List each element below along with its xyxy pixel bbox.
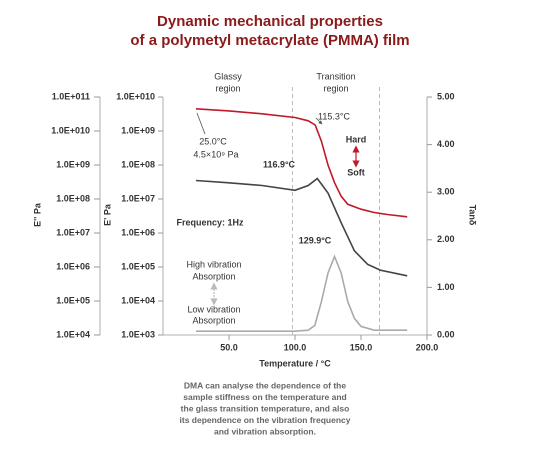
caption: and vibration absorption. — [214, 426, 316, 436]
y2-tick-label: 1.0E+07 — [121, 193, 155, 203]
y2-axis-label: E' Pa — [102, 203, 112, 226]
y2-tick-label: 1.0E+08 — [121, 159, 155, 169]
annotation: 4.5×10⁹ Pa — [193, 149, 238, 159]
y-tick-label: 1.0E+08 — [56, 193, 90, 203]
y3-axis-label: Tanδ — [468, 205, 478, 226]
y3-tick-label: 1.00 — [437, 282, 455, 292]
y-tick-label: 1.0E+07 — [56, 227, 90, 237]
y-tick-label: 1.0E+04 — [56, 329, 90, 339]
annotation: 115.3°C — [318, 111, 350, 121]
pointer — [196, 112, 206, 135]
annotation: region — [323, 83, 348, 93]
annotation: Hard — [346, 134, 367, 144]
x-tick-label: 100.0 — [284, 342, 307, 352]
y-tick-label: 1.0E+06 — [56, 261, 90, 271]
series-line — [196, 254, 408, 332]
annotation: Absorption — [192, 271, 235, 281]
pointer — [315, 117, 323, 125]
x-tick-label: 150.0 — [350, 342, 373, 352]
y-tick-label: 1.0E+05 — [56, 295, 90, 305]
annotation: 25.0°C — [199, 136, 227, 146]
y3-tick-label: 3.00 — [437, 187, 455, 197]
x-tick-label: 200.0 — [416, 342, 439, 352]
y-axis-label: E'' Pa — [32, 202, 42, 227]
y2-tick-label: 1.0E+03 — [121, 329, 155, 339]
caption: the glass transition temperature, and al… — [181, 403, 350, 413]
series-line — [195, 108, 408, 218]
annotation: 116.9°C — [263, 159, 296, 169]
x-axis-label: Temperature / °C — [259, 358, 331, 368]
chart-title: of a polymetyl metacrylate (PMMA) film — [130, 32, 409, 49]
y2-tick-label: 1.0E+04 — [121, 295, 155, 305]
caption: its dependence on the vibration frequenc… — [180, 415, 351, 425]
y-tick-label: 1.0E+09 — [56, 159, 90, 169]
annotation: Soft — [347, 167, 365, 177]
y-tick-label: 1.0E+011 — [52, 91, 90, 101]
caption: DMA can analyse the dependence of the — [184, 380, 346, 390]
annotation: Glassy — [214, 71, 242, 81]
x-tick-label: 50.0 — [220, 342, 238, 352]
y3-tick-label: 2.00 — [437, 234, 455, 244]
series-line — [195, 177, 408, 277]
y-tick-label: 1.0E+010 — [51, 125, 90, 135]
annotation: High vibration — [186, 259, 241, 269]
chart-title: Dynamic mechanical properties — [157, 13, 383, 30]
annotation: region — [215, 83, 240, 93]
annotation: 129.9°C — [299, 235, 332, 245]
y2-tick-label: 1.0E+05 — [121, 261, 155, 271]
annotation: Low vibration — [187, 304, 240, 314]
y2-tick-label: 1.0E+010 — [116, 91, 155, 101]
annotation: Absorption — [192, 315, 235, 325]
y3-tick-label: 4.00 — [437, 139, 455, 149]
caption: sample stiffness on the temperature and — [183, 392, 346, 402]
y2-tick-label: 1.0E+06 — [121, 227, 155, 237]
y2-tick-label: 1.0E+09 — [121, 125, 155, 135]
y3-tick-label: 0.00 — [437, 329, 455, 339]
annotation: Frequency: 1Hz — [176, 217, 244, 227]
annotation: Transition — [316, 71, 355, 81]
y3-tick-label: 5.00 — [437, 91, 455, 101]
